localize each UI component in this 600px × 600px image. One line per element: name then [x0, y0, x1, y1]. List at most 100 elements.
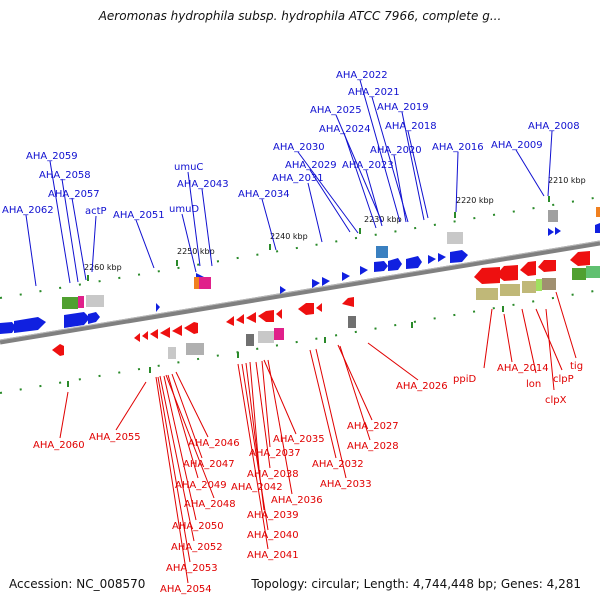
- gene-arrow: [474, 267, 500, 284]
- scale-label: 2220 kbp: [456, 196, 494, 205]
- upper-leader-lines: [25, 79, 553, 287]
- gene-label: tig: [570, 361, 583, 372]
- gene-label: AHA_2043: [177, 179, 229, 190]
- gene-label: AHA_2014: [497, 363, 549, 374]
- gene-label: AHA_2027: [347, 421, 399, 432]
- gene-arrow: [160, 327, 170, 338]
- gene-arrow: [280, 286, 286, 294]
- gene-arrow: [570, 251, 590, 266]
- gene-arrow: [246, 312, 256, 323]
- gene-label: AHA_2021: [348, 87, 400, 98]
- gene-label: AHA_2022: [336, 70, 388, 81]
- gene-arrow: [342, 272, 350, 281]
- gene-label: lon: [526, 379, 541, 390]
- upper-gene-labels: AHA_2022 AHA_2021 AHA_2025 AHA_2019 AHA_…: [2, 70, 580, 221]
- gene-arrow: [88, 312, 100, 324]
- minus-strand-genes: [52, 251, 590, 356]
- gene-label: AHA_2023: [342, 160, 394, 171]
- gene-arrow: [0, 322, 16, 334]
- gene-label: AHA_2062: [2, 205, 54, 216]
- gene-arrow: [156, 303, 160, 312]
- gene-label: AHA_2009: [491, 140, 543, 151]
- gene-arrow: [450, 250, 468, 263]
- gene-label: AHA_2029: [285, 160, 337, 171]
- gene-label: AHA_2020: [370, 145, 422, 156]
- scale-ticks: [67, 196, 550, 387]
- gene-arrow: [428, 255, 436, 264]
- gene-label: AHA_2041: [247, 550, 299, 561]
- gene-label: AHA_2028: [347, 441, 399, 452]
- gene-arrow: [236, 314, 244, 324]
- gene-label: AHA_2038: [247, 469, 299, 480]
- scale-label: 2210 kbp: [548, 176, 586, 185]
- gene-label: AHA_2031: [272, 173, 324, 184]
- gene-label: umuD: [169, 204, 199, 215]
- gene-arrow: [406, 256, 422, 269]
- gene-arrow: [374, 261, 388, 272]
- gene-label: ppiD: [453, 374, 476, 385]
- gene-label: AHA_2032: [312, 459, 364, 470]
- genome-backbone: [0, 240, 600, 345]
- gene-arrow: [134, 333, 140, 342]
- gene-label: AHA_2047: [183, 459, 235, 470]
- topology-text: Topology: circular; Length: 4,744,448 bp…: [251, 577, 581, 591]
- gene-label: clpP: [553, 374, 574, 385]
- scale-label: 2250 kbp: [177, 247, 215, 256]
- scale-label: 2240 kbp: [270, 232, 308, 241]
- gene-arrow: [520, 261, 536, 276]
- gene-label: AHA_2059: [26, 151, 78, 162]
- gene-arrow: [14, 317, 46, 333]
- gene-label: AHA_2046: [188, 438, 240, 449]
- gene-label: clpX: [545, 395, 567, 406]
- gene-arrow: [172, 325, 182, 336]
- gene-arrow: [595, 223, 600, 233]
- gene-arrow: [342, 297, 354, 307]
- genome-backbone-highlight: [0, 240, 600, 341]
- gene-label: AHA_2034: [238, 189, 290, 200]
- gene-label: AHA_2058: [39, 170, 91, 181]
- gene-label: AHA_2030: [273, 142, 325, 153]
- gene-arrow: [312, 279, 320, 288]
- accession-text: Accession: NC_008570: [9, 577, 146, 591]
- gene-label: AHA_2053: [166, 563, 218, 574]
- gene-arrow: [298, 303, 314, 315]
- gene-label: AHA_2037: [249, 448, 301, 459]
- upper-feature-bars: [62, 207, 600, 309]
- gene-label: AHA_2057: [48, 189, 100, 200]
- gene-arrow: [388, 258, 402, 271]
- gene-arrow: [555, 227, 561, 235]
- gene-arrow: [548, 228, 554, 236]
- outer-scale-ring: [0, 196, 600, 299]
- gene-label: AHA_2033: [320, 479, 372, 490]
- gene-label: AHA_2024: [319, 124, 371, 135]
- gene-label: AHA_2040: [247, 530, 299, 541]
- gene-arrow: [360, 266, 368, 275]
- gene-arrow: [276, 309, 282, 319]
- scale-label: 2260 kbp: [84, 263, 122, 272]
- gene-arrow: [496, 265, 518, 281]
- gene-arrow: [52, 344, 64, 356]
- gene-arrow: [64, 312, 90, 328]
- gene-label: AHA_2016: [432, 142, 484, 153]
- gene-label: AHA_2052: [171, 542, 223, 553]
- gene-label: AHA_2039: [247, 510, 299, 521]
- gene-label: umuC: [174, 162, 203, 173]
- gene-label: AHA_2054: [160, 584, 212, 595]
- gene-arrow: [258, 310, 274, 322]
- gene-arrow: [150, 329, 158, 339]
- gene-label: AHA_2055: [89, 432, 141, 443]
- gene-arrow: [316, 303, 322, 312]
- gene-label: AHA_2008: [528, 121, 580, 132]
- gene-arrow: [142, 331, 148, 340]
- gene-label: actP: [85, 206, 107, 217]
- gene-arrow: [184, 322, 198, 334]
- gene-label: AHA_2051: [113, 210, 165, 221]
- gene-label: AHA_2019: [377, 102, 429, 113]
- gene-label: AHA_2025: [310, 105, 362, 116]
- gene-label: AHA_2036: [271, 495, 323, 506]
- gene-arrow: [322, 277, 330, 286]
- gene-label: AHA_2050: [172, 521, 224, 532]
- genome-title: Aeromonas hydrophila subsp. hydrophila A…: [98, 9, 502, 23]
- gene-label: AHA_2042: [231, 482, 283, 493]
- gene-label: AHA_2049: [175, 480, 227, 491]
